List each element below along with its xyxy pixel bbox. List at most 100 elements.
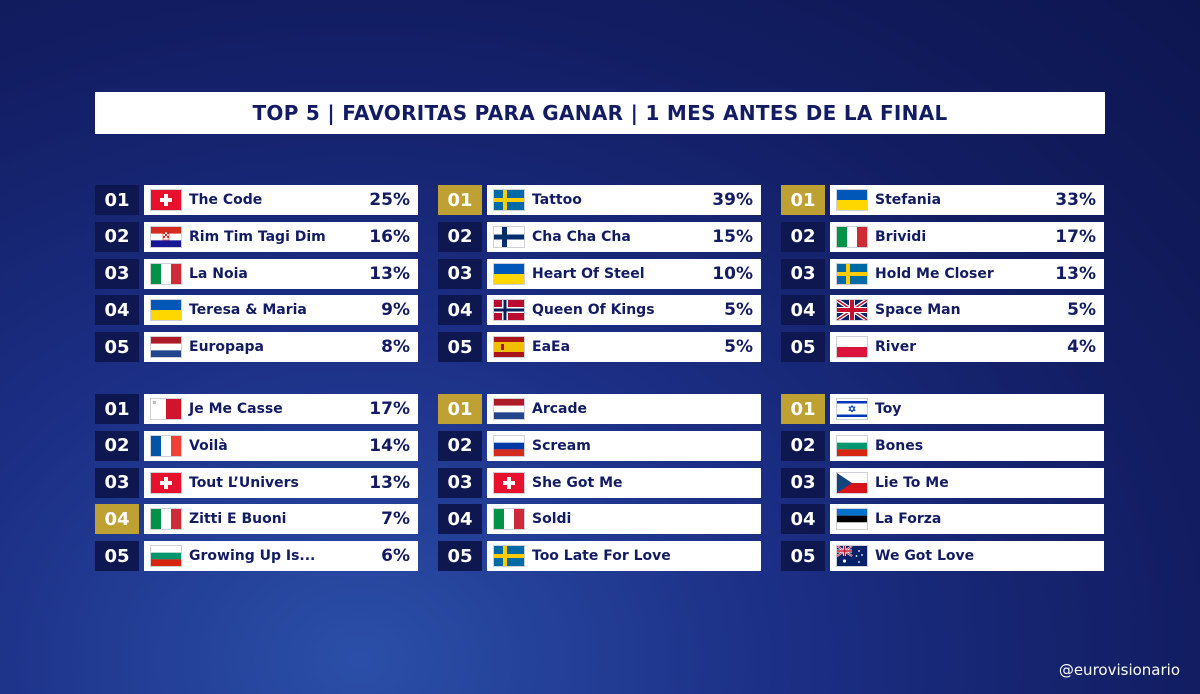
table-row: 01 The Code 25%	[95, 185, 418, 215]
entry-cell: Cha Cha Cha 15%	[487, 221, 761, 252]
ukraine-flag-icon	[493, 262, 525, 285]
table-row: 02 Scream	[438, 430, 761, 461]
rank-number: 02	[95, 221, 139, 252]
table-row: 04 Space Man 5%	[781, 295, 1104, 326]
entry-cell: Voilà 14%	[144, 430, 418, 461]
song-title: Zitti E Buoni	[189, 511, 287, 528]
entry-cell: Tout L’Univers 13%	[144, 467, 418, 498]
entry-cell: La Noia 13%	[144, 258, 418, 289]
entry-cell: Arcade	[487, 394, 761, 424]
percentage: 10%	[712, 263, 753, 284]
italy-flag-icon	[150, 262, 182, 285]
percentage: 14%	[369, 435, 410, 456]
percentage: 9%	[381, 300, 410, 321]
percentage: 5%	[1067, 300, 1096, 321]
entry-cell: EaEa 5%	[487, 332, 761, 363]
table-row: 01 Tattoo 39%	[438, 185, 761, 215]
entry-cell: Tattoo 39%	[487, 185, 761, 215]
netherlands-flag-icon	[493, 398, 525, 420]
entry-cell: Bones	[830, 430, 1104, 461]
bulgaria-flag-icon	[836, 434, 868, 457]
table-row: 05 River 4%	[781, 332, 1104, 363]
table-row: 05 Growing Up Is... 6%	[95, 541, 418, 572]
song-title: Tattoo	[532, 192, 582, 208]
song-title: Bones	[875, 437, 924, 454]
entry-cell: Brividi 17%	[830, 221, 1104, 252]
social-handle: @eurovisionario	[1058, 661, 1180, 679]
percentage: 16%	[369, 226, 410, 247]
table-row: 02 Voilà 14%	[95, 430, 418, 461]
entry-cell: Space Man 5%	[830, 295, 1104, 326]
percentage: 13%	[1055, 263, 1096, 284]
table-row: 03 She Got Me	[438, 467, 761, 498]
percentage: 17%	[1055, 226, 1096, 247]
entry-cell: Hold Me Closer 13%	[830, 258, 1104, 289]
rank-number: 03	[438, 467, 482, 498]
song-title: Queen Of Kings	[532, 302, 655, 319]
percentage: 39%	[712, 190, 753, 210]
rank-number: 04	[438, 295, 482, 326]
rank-number: 02	[438, 221, 482, 252]
song-title: Heart Of Steel	[532, 265, 645, 282]
france-flag-icon	[150, 434, 182, 457]
rank-number: 04	[781, 504, 825, 535]
finland-flag-icon	[493, 225, 525, 248]
norway-flag-icon	[493, 299, 525, 322]
russia-flag-icon	[493, 434, 525, 457]
italy-flag-icon	[493, 508, 525, 531]
rank-number: 05	[781, 332, 825, 363]
entry-cell: Stefania 33%	[830, 185, 1104, 215]
croatia-flag-icon	[150, 225, 182, 248]
rank-number: 01	[438, 394, 482, 424]
song-title: Hold Me Closer	[875, 265, 994, 282]
song-title: Voilà	[189, 437, 228, 454]
song-title: Arcade	[532, 401, 588, 417]
table-row: 04 Queen Of Kings 5%	[438, 295, 761, 326]
entry-cell: Queen Of Kings 5%	[487, 295, 761, 326]
entry-cell: Scream	[487, 430, 761, 461]
song-title: Cha Cha Cha	[532, 228, 631, 245]
israel-flag-icon	[836, 398, 868, 420]
song-title: We Got Love	[875, 548, 975, 565]
rank-number: 03	[781, 258, 825, 289]
percentage: 13%	[369, 263, 410, 284]
entry-cell: Rim Tim Tagi Dim 16%	[144, 221, 418, 252]
table-row: 05 We Got Love	[781, 541, 1104, 572]
australia-flag-icon	[836, 545, 868, 568]
song-title: Soldi	[532, 511, 572, 528]
table-row: 02 Brividi 17%	[781, 221, 1104, 252]
percentage: 6%	[381, 546, 410, 567]
sweden-flag-icon	[493, 545, 525, 568]
rank-number: 02	[781, 430, 825, 461]
rank-number: 02	[438, 430, 482, 461]
spain-flag-icon	[493, 336, 525, 359]
rank-number: 05	[438, 332, 482, 363]
song-title: Stefania	[875, 192, 942, 208]
table-row: 05 EaEa 5%	[438, 332, 761, 363]
rank-number: 05	[95, 332, 139, 363]
table-row: 02 Bones	[781, 430, 1104, 461]
switzerland-flag-icon	[150, 471, 182, 494]
table-row: 05 Too Late For Love	[438, 541, 761, 572]
table-row: 01 Stefania 33%	[781, 185, 1104, 215]
rank-number: 01	[95, 185, 139, 215]
malta-flag-icon	[150, 398, 182, 420]
percentage: 25%	[369, 190, 410, 210]
rank-number: 03	[95, 467, 139, 498]
ukraine-flag-icon	[836, 189, 868, 211]
percentage: 13%	[369, 472, 410, 493]
table-row: 02 Rim Tim Tagi Dim 16%	[95, 221, 418, 252]
song-title: Tout L’Univers	[189, 474, 299, 491]
song-title: Brividi	[875, 228, 927, 245]
song-title: Teresa & Maria	[189, 302, 307, 319]
song-title: Space Man	[875, 302, 961, 319]
rank-number: 02	[95, 430, 139, 461]
entry-cell: Growing Up Is... 6%	[144, 541, 418, 572]
song-title: Scream	[532, 437, 591, 454]
rank-number: 04	[95, 295, 139, 326]
sweden-flag-icon	[836, 262, 868, 285]
entry-cell: Lie To Me	[830, 467, 1104, 498]
rank-number: 03	[781, 467, 825, 498]
song-title: The Code	[189, 192, 263, 208]
poland-flag-icon	[836, 336, 868, 359]
